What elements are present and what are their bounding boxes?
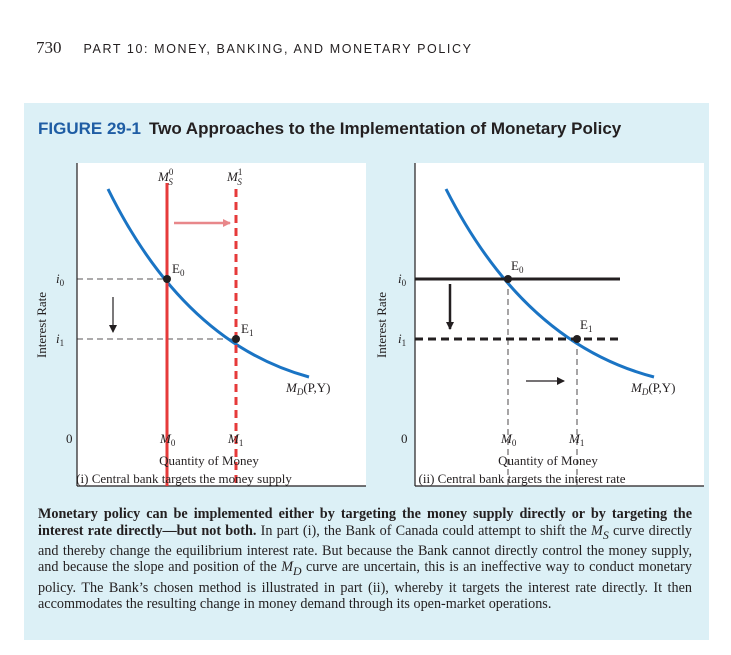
money-demand-curve-ii [444, 188, 655, 379]
e1-letter-i: E [241, 321, 249, 336]
figure-title-text: Two Approaches to the Implementation of … [148, 119, 622, 138]
md-args-i: (P,Y) [303, 380, 330, 395]
m1-sub-i: 1 [239, 438, 244, 448]
e0-sub-i: 0 [180, 268, 185, 278]
point-e1-ii [573, 335, 581, 343]
y-tick-i1-i: i1 [56, 331, 64, 348]
panel-i: Interest Rate E0 E1 M0 S M1 S MD(P,Y) i0 [34, 163, 366, 487]
point-e0-label-i: E0 [172, 261, 185, 278]
figure-title: FIGURE 29-1 Two Approaches to the Impleme… [38, 119, 621, 139]
md-letter-i: M [285, 380, 298, 395]
y-axis-label-ii: Interest Rate [374, 292, 389, 358]
x-tick-m1-i: M1 [227, 431, 243, 448]
ms-symbol-sub: S [602, 527, 609, 542]
e0-letter-i: E [172, 261, 180, 276]
e1-letter-ii: E [580, 317, 588, 332]
ms0-sub: S [168, 177, 173, 187]
i1-letter-ii: i [398, 331, 402, 346]
ms1-label: M1 S [226, 167, 242, 187]
point-e1-label-i: E1 [241, 321, 253, 338]
point-e0-label-ii: E0 [511, 258, 524, 275]
e1-sub-ii: 1 [588, 324, 593, 334]
description-body-3: curve are uncertain, this is an ineffect… [38, 559, 692, 613]
i1-sub-ii: 1 [402, 338, 407, 348]
y-tick-i0-i: i0 [56, 271, 65, 288]
y-axis-label-i: Interest Rate [34, 292, 49, 358]
md-label-i: MD(P,Y) [285, 380, 330, 397]
ms1-sub: S [237, 177, 242, 187]
x-tick-m1-ii: M1 [568, 431, 584, 448]
figure-description: Monetary policy can be implemented eithe… [38, 506, 692, 613]
point-e1-i [232, 335, 240, 343]
i0-letter-i: i [56, 271, 60, 286]
x-axis-label-i: Quantity of Money [159, 453, 259, 468]
plot-area-i [77, 163, 366, 486]
ms-symbol: M [591, 522, 603, 539]
panel-caption-ii: (ii) Central bank targets the interest r… [419, 471, 626, 486]
x-axis-label-ii: Quantity of Money [498, 453, 598, 468]
md-sub-i: D [296, 387, 304, 397]
y-tick-i1-ii: i1 [398, 331, 406, 348]
ms0-sup: 0 [169, 167, 174, 177]
panel-caption-i: (i) Central bank targets the money suppl… [76, 471, 292, 486]
figure-box: FIGURE 29-1 Two Approaches to the Impleme… [24, 103, 709, 640]
ms1-sup: 1 [238, 167, 243, 177]
x-tick-m0-i: M0 [159, 431, 176, 448]
x-tick-m0-ii: M0 [500, 431, 517, 448]
i1-letter-i: i [56, 331, 60, 346]
e0-letter-ii: E [511, 258, 519, 273]
origin-i: 0 [66, 431, 73, 446]
e1-sub-i: 1 [249, 328, 254, 338]
i0-letter-ii: i [398, 271, 402, 286]
m0-letter-ii: M [500, 431, 513, 446]
point-e0-ii [504, 275, 512, 283]
ms1-letter: M [226, 169, 239, 184]
page-number: 730 [36, 38, 62, 57]
m0-letter-i: M [159, 431, 172, 446]
e0-sub-ii: 0 [519, 265, 524, 275]
description-body-2: curve directly and thereby change the eq… [38, 522, 693, 576]
figure-label: FIGURE 29-1 [38, 119, 141, 138]
ms0-letter: M [157, 169, 170, 184]
money-demand-curve-i [106, 188, 310, 379]
i0-sub-i: 0 [60, 278, 65, 288]
panel-ii: Interest Rate E0 E1 MD(P,Y) i0 i1 0 M0 [374, 163, 704, 487]
m1-sub-ii: 1 [580, 438, 585, 448]
md-symbol: M [281, 559, 294, 576]
point-e1-label-ii: E1 [580, 317, 592, 334]
m1-letter-i: M [227, 431, 240, 446]
page-header: 730 PART 10: MONEY, BANKING, AND MONETAR… [36, 38, 473, 60]
md-label-ii: MD(P,Y) [630, 380, 675, 397]
md-args-ii: (P,Y) [648, 380, 675, 395]
md-symbol-sub: D [293, 564, 302, 579]
running-head: PART 10: MONEY, BANKING, AND MONETARY PO… [83, 42, 473, 56]
i1-sub-i: 1 [60, 338, 65, 348]
md-sub-ii: D [641, 387, 649, 397]
origin-ii: 0 [401, 431, 408, 446]
m0-sub-i: 0 [171, 438, 176, 448]
description-body-1: In part (i), the Bank of Canada could at… [256, 522, 592, 539]
y-tick-i0-ii: i0 [398, 271, 407, 288]
plot-area-ii [415, 163, 704, 486]
i0-sub-ii: 0 [402, 278, 407, 288]
point-e0-i [163, 275, 171, 283]
m1-letter-ii: M [568, 431, 581, 446]
m0-sub-ii: 0 [512, 438, 517, 448]
description-lead: Monetary policy can be implemented eithe… [38, 506, 692, 539]
md-letter-ii: M [630, 380, 643, 395]
ms0-label: M0 S [157, 167, 174, 187]
figure-graphs: Interest Rate E0 E1 M0 S M1 S MD(P,Y) i0 [34, 163, 704, 487]
